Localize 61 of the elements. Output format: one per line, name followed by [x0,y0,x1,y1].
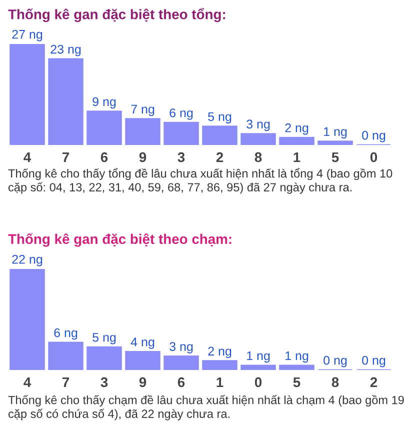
x-tick-label: 8 [332,377,339,388]
data-label: 3 ng [246,120,270,131]
x-tick-label: 7 [62,152,69,162]
bar [10,269,45,370]
data-label: 2 ng [285,123,308,135]
data-label: 27 ng [12,30,42,42]
data-label: 0 ng [324,356,347,368]
bar [279,136,314,145]
x-tick-label: 5 [293,377,300,388]
bar [86,110,122,145]
data-label: 4 ng [130,338,154,349]
data-label: 9 ng [92,97,116,109]
bar [318,140,353,145]
data-label: 3 ng [170,342,193,354]
data-label: 1 ng [324,127,347,138]
data-label: 1 ng [286,351,308,363]
x-tick-label: 4 [24,377,32,388]
data-label: 1 ng [247,351,270,363]
bar [10,44,45,145]
x-tick-label: 8 [254,152,262,162]
data-label: 7 ng [131,104,154,116]
bar [164,122,199,145]
x-tick-label: 6 [100,152,108,162]
x-tick-label: 4 [24,152,32,162]
bar [48,58,84,145]
bar [48,342,84,370]
data-label: 0 ng [362,356,386,368]
data-label: 22 ng [12,254,42,266]
x-tick-label: 0 [370,152,378,162]
x-tick-label: 3 [178,152,185,162]
text: Thống kê cho thấy tổng đề lâu chưa xuất hiện nhất là tổng 4 (bao gồm 10 cặp số: 04, 13, 22, 31, 40, 59, 68, 77, 86, 95) đã 27 ngày chưa ra. [8,168,392,194]
chart-title: Thống kê gan đặc biệt theo tổng: [8,8,226,22]
x-tick-label: 0 [254,377,262,388]
bar [240,133,276,145]
bar [279,364,314,370]
x-tick-label: 6 [178,377,185,388]
data-label: 23 ng [50,44,81,56]
x-tick-label: 3 [100,377,108,388]
data-label: 2 ng [208,346,232,358]
x-tick-label: 2 [370,377,378,388]
x-tick-label: 9 [139,152,146,162]
text: Thống kê cho thấy chạm đề lâu chưa xuất hiện nhất là chạm 4 (bao gồm 19 cặp số có chứa số 4), đã 22 ngày chưa ra. [8,395,404,420]
x-tick-label: 7 [62,377,69,388]
data-label: 0 ng [362,130,386,142]
x-tick-label: 5 [332,152,339,162]
bar [202,360,238,370]
data-label: 5 ng [92,333,116,344]
chart-title: Thống kê gan đặc biệt theo chạm: [8,233,232,247]
bar [125,118,160,145]
data-label: 6 ng [170,108,193,120]
bar [86,346,122,370]
x-tick-label: 2 [216,152,224,162]
data-label: 6 ng [54,328,78,340]
bar [125,350,160,370]
x-tick-label: 1 [216,377,224,388]
bar [164,356,199,370]
bar [202,126,238,145]
data-label: 5 ng [208,112,232,124]
bar [240,364,276,370]
x-tick-label: 1 [294,152,300,162]
x-tick-label: 9 [139,377,146,388]
